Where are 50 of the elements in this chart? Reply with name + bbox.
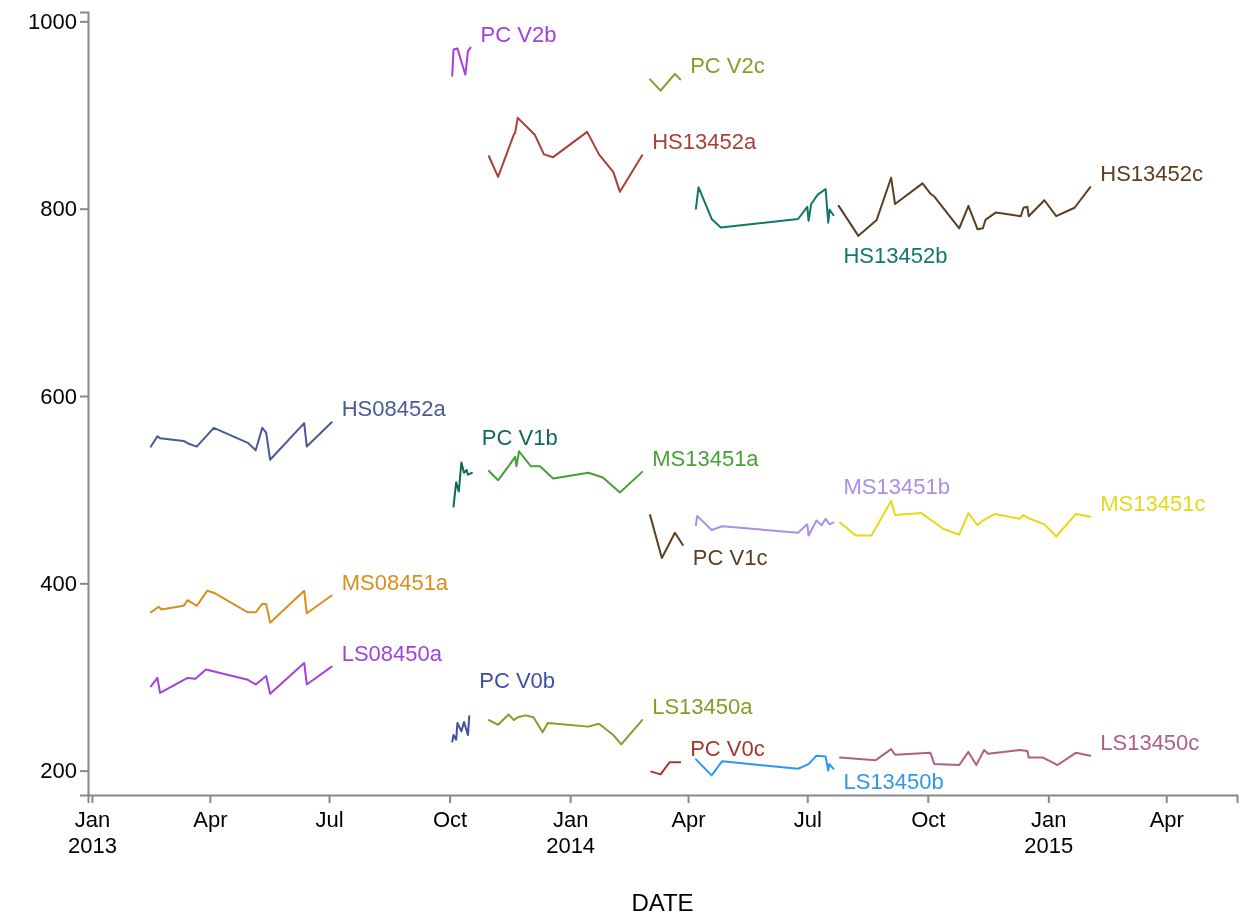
line-series bbox=[452, 461, 473, 508]
y-tick-label: 200 bbox=[40, 758, 77, 784]
x-tick-label: Jul bbox=[315, 807, 344, 832]
series-label: HS13452a bbox=[652, 129, 757, 155]
x-tick-label: Jan 2015 bbox=[1024, 807, 1074, 858]
line-series bbox=[839, 499, 1092, 538]
y-tick-label: 400 bbox=[40, 570, 77, 596]
series-label: MS13451b bbox=[843, 474, 950, 500]
series-label: MS08451a bbox=[341, 569, 449, 595]
x-tick-label: Jan 2013 bbox=[67, 807, 117, 858]
series-label: LS13450a bbox=[652, 694, 754, 720]
series-label: MS13451c bbox=[1100, 490, 1206, 516]
x-tick-label: Jan 2014 bbox=[546, 807, 596, 858]
line-series bbox=[839, 748, 1092, 767]
x-tick-label: Apr bbox=[671, 807, 706, 832]
series-label: HS13452c bbox=[1100, 161, 1204, 187]
x-axis-title: DATE bbox=[631, 889, 694, 916]
line-series bbox=[487, 116, 644, 193]
series-label: MS13451a bbox=[652, 445, 760, 471]
line-series bbox=[487, 713, 644, 746]
series-label: PC V1b bbox=[481, 424, 558, 450]
line-series bbox=[694, 514, 835, 537]
y-tick-label: 1000 bbox=[28, 8, 77, 34]
line-series bbox=[694, 186, 835, 229]
line-series bbox=[487, 450, 644, 494]
line-series bbox=[149, 661, 333, 695]
x-tick-label: Apr bbox=[1149, 807, 1184, 832]
line-series bbox=[149, 589, 333, 624]
series-label: PC V0b bbox=[479, 668, 556, 694]
line-series bbox=[451, 715, 471, 743]
line-series bbox=[649, 513, 684, 560]
series-label: HS13452b bbox=[843, 243, 948, 269]
line-series bbox=[837, 176, 1092, 237]
line-series bbox=[694, 754, 835, 777]
series-label: LS13450c bbox=[1100, 729, 1200, 755]
series-label: PC V0c bbox=[690, 736, 765, 762]
x-tick-label: Apr bbox=[193, 807, 228, 832]
line-series bbox=[451, 46, 472, 77]
x-tick-label: Oct bbox=[911, 807, 946, 832]
y-tick-label: 600 bbox=[40, 383, 77, 409]
series-label: LS13450b bbox=[843, 768, 944, 794]
series-label: PC V2b bbox=[480, 21, 557, 47]
series-label: PC V2c bbox=[690, 53, 765, 79]
y-tick-label: 800 bbox=[40, 196, 77, 222]
x-tick-label: Oct bbox=[432, 807, 468, 832]
line-series bbox=[149, 421, 333, 461]
series-label: HS08452a bbox=[341, 396, 447, 422]
series-label: PC V1c bbox=[692, 544, 768, 570]
series-label: LS08450a bbox=[341, 640, 443, 666]
x-tick-label: Jul bbox=[793, 807, 822, 832]
